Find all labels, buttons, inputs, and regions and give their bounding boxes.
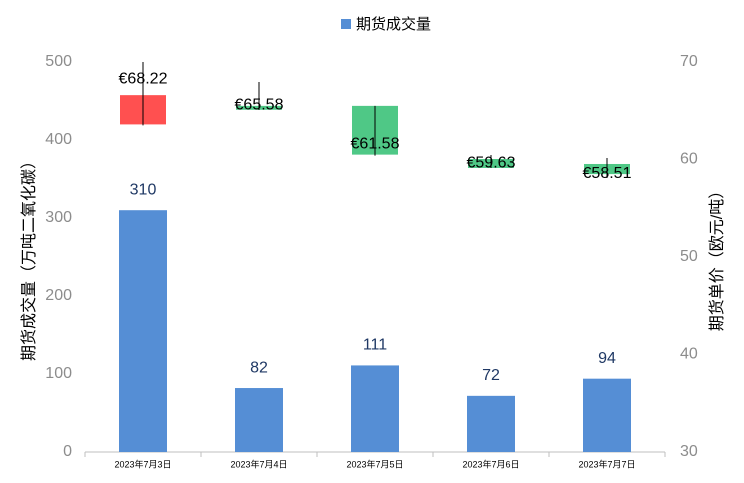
y2-axis-title: 期货单价（欧元/吨）: [708, 183, 726, 331]
bar: [235, 388, 283, 452]
price-label: €68.22: [119, 71, 168, 88]
bar: [351, 365, 399, 452]
y-axis-title: 期货成交量（万吨二氧化碳）: [20, 153, 38, 361]
legend-swatch: [341, 19, 351, 29]
bar-value-label: 310: [130, 181, 157, 198]
y2-tick-label: 30: [680, 443, 698, 460]
x-tick-label: 2023年7月5日: [346, 458, 403, 469]
legend-label: 期货成交量: [356, 15, 431, 33]
y2-tick-label: 50: [680, 248, 698, 265]
y-tick-label: 200: [45, 287, 72, 304]
y-tick-label: 400: [45, 131, 72, 148]
y-tick-label: 300: [45, 209, 72, 226]
bar: [467, 395, 515, 452]
bar: [583, 378, 631, 452]
x-tick-label: 2023年7月4日: [230, 458, 287, 469]
y2-tick-label: 40: [680, 346, 698, 363]
y2-tick-label: 70: [680, 53, 698, 70]
price-label: €65.58: [235, 96, 284, 113]
price-label: €58.51: [583, 165, 632, 182]
y-tick-label: 100: [45, 365, 72, 382]
price-label: €59.63: [467, 154, 516, 171]
x-tick-label: 2023年7月7日: [578, 458, 635, 469]
y-tick-label: 500: [45, 53, 72, 70]
y-tick-label: 0: [63, 443, 72, 460]
y2-tick-label: 60: [680, 151, 698, 168]
x-tick-label: 2023年7月6日: [462, 458, 519, 469]
bar: [119, 210, 167, 452]
bar-value-label: 94: [598, 350, 616, 367]
bar-value-label: 82: [250, 359, 268, 376]
bar-value-label: 72: [482, 367, 500, 384]
bar-value-label: 111: [363, 337, 387, 354]
x-tick-label: 2023年7月3日: [114, 458, 171, 469]
price-label: €61.58: [351, 135, 400, 152]
